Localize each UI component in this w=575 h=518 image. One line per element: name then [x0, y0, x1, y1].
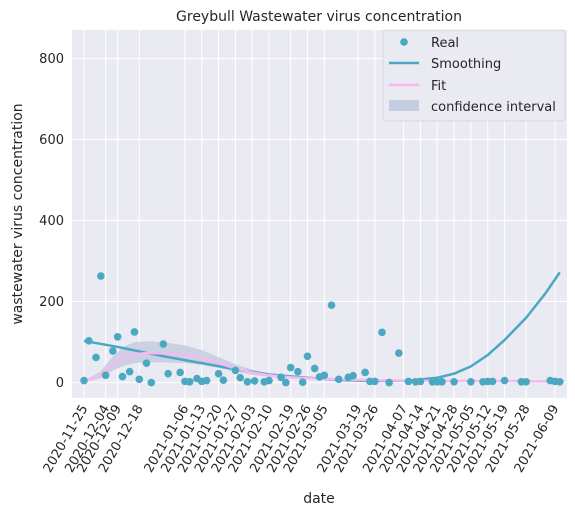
real-data-point [265, 376, 273, 385]
real-data-point [236, 373, 245, 382]
real-data-point [97, 272, 105, 280]
legend-fit-label: Fit [431, 79, 446, 94]
real-data-point [450, 377, 458, 386]
real-data-point [438, 377, 446, 386]
real-data-point [303, 352, 312, 361]
real-data-point [250, 377, 259, 385]
legend-confidence-swatch [389, 100, 419, 111]
y-tick-label: 400 [39, 214, 64, 229]
x-ticks: 2020-11-252020-12-042020-12-092020-12-18… [41, 402, 563, 475]
legend-real-marker [400, 38, 408, 46]
grid [72, 30, 567, 398]
real-data-point [294, 367, 302, 376]
real-data-point [130, 328, 139, 336]
real-data-point [135, 375, 144, 384]
real-data-point [378, 328, 386, 337]
real-data-point [109, 347, 117, 355]
real-data-point [147, 378, 156, 387]
y-axis-label: wastewater virus concentration [10, 103, 26, 324]
real-data-point [488, 377, 497, 386]
real-data-point [334, 375, 343, 384]
real-data-point [219, 376, 228, 384]
real-data-point [522, 377, 530, 386]
chart-title: Greybull Wastewater virus concentration [176, 9, 462, 25]
y-tick-label: 800 [39, 52, 64, 67]
real-data-point [416, 377, 425, 386]
real-data-point [467, 377, 475, 386]
real-data-point [310, 364, 319, 373]
real-data-point [349, 371, 357, 380]
real-data-point [185, 377, 194, 386]
real-data-point [214, 369, 223, 378]
x-axis-label: date [303, 491, 335, 507]
real-data-point [394, 349, 403, 357]
real-data-point [327, 301, 336, 309]
real-data-point [142, 359, 151, 367]
legend-box [382, 29, 566, 122]
real-data-point [243, 377, 252, 386]
real-data-point [85, 337, 93, 345]
real-data-point [80, 376, 88, 385]
real-data-point [555, 377, 564, 386]
real-data-point [370, 377, 379, 386]
real-data-point [92, 353, 100, 362]
legend-real-label: Real [431, 36, 459, 51]
real-data-point [500, 376, 509, 385]
real-data-point [277, 373, 285, 382]
y-ticks: 0 200 400 600 800 [39, 52, 64, 391]
real-data-point [118, 372, 127, 381]
real-data-point [202, 376, 211, 385]
real-data-point [159, 340, 168, 348]
real-data-point [176, 368, 184, 377]
real-data-point [286, 363, 295, 372]
real-data-point [125, 367, 134, 376]
real-data-point [298, 378, 307, 386]
real-data-point [164, 369, 172, 378]
y-tick-label: 200 [39, 295, 64, 310]
real-data-point [101, 371, 110, 380]
legend-smoothing-label: Smoothing [431, 57, 501, 72]
real-data-point [385, 378, 393, 387]
real-data-point [113, 333, 122, 341]
real-data-point [282, 378, 290, 387]
real-data-point [231, 366, 240, 375]
y-tick-label: 600 [39, 133, 64, 148]
real-data-point [320, 371, 329, 380]
real-data-point [361, 368, 369, 377]
real-data-point [404, 377, 413, 386]
y-tick-label: 0 [56, 376, 64, 391]
legend-confidence-label: confidence interval [431, 100, 556, 115]
fit-line [83, 351, 560, 383]
legend: Real Smoothing Fit confidence interval [382, 29, 566, 122]
scatter-points [80, 42, 564, 387]
